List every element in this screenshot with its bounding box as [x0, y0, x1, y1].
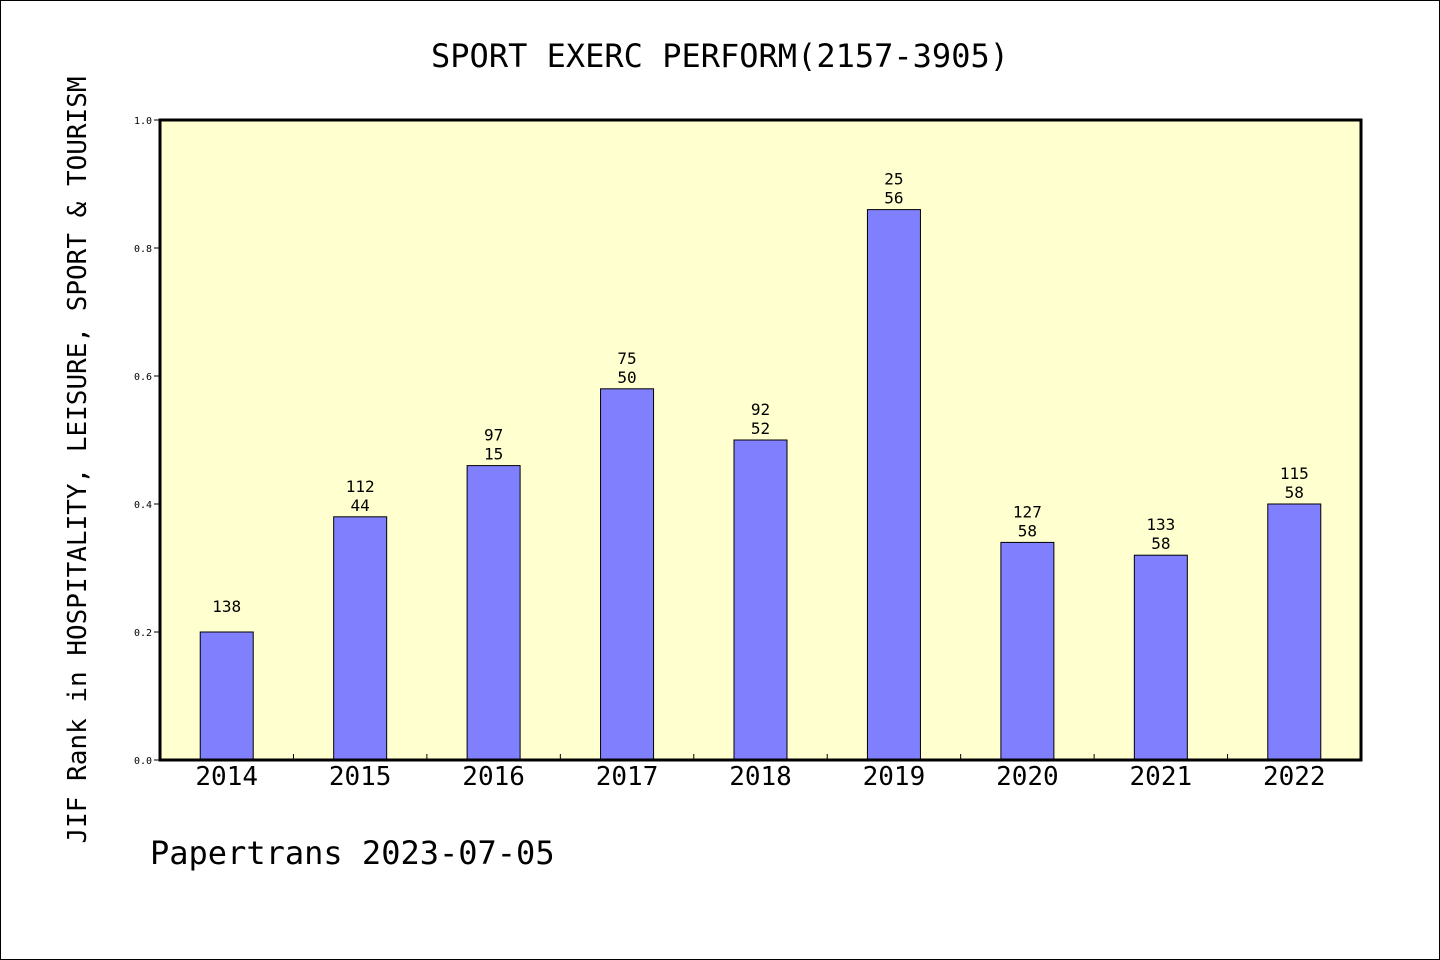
bar-2019: [866, 209, 921, 761]
data-label-bottom: 58: [1285, 483, 1304, 502]
data-label-top: 97: [484, 426, 503, 445]
data-label-top: 112: [346, 477, 375, 496]
data-label-bottom: 44: [351, 496, 370, 515]
data-label-bottom: 52: [751, 419, 770, 438]
data-label-bottom: 58: [1018, 521, 1037, 540]
y-tick-label: 1.0: [134, 116, 152, 127]
data-label-top: 92: [751, 400, 770, 419]
data-label-bottom: 50: [617, 368, 636, 387]
bar-2018: [733, 439, 788, 761]
bar-2020: [1000, 541, 1055, 761]
y-tick-label: 0.0: [134, 756, 152, 767]
y-tick-label: 0.6: [134, 372, 152, 383]
y-tick-label: 0.8: [134, 244, 152, 255]
x-tick-label: 2017: [596, 762, 659, 792]
data-label-top: 138: [212, 597, 241, 616]
bar-2015: [333, 516, 388, 761]
bar-2017: [600, 388, 655, 761]
data-label-bottom: 56: [884, 189, 903, 208]
plot-border: [158, 118, 1363, 762]
footer-note: Papertrans 2023-07-05: [150, 834, 555, 872]
data-label-top: 25: [884, 170, 903, 189]
y-axis: 0.0 0.2 0.4 0.6 0.8 1.0: [134, 116, 160, 767]
data-label-bottom: 58: [1151, 534, 1170, 553]
x-tick-label: 2018: [729, 762, 792, 792]
y-tick-label: 0.4: [134, 500, 152, 511]
x-tick-label: 2020: [996, 762, 1059, 792]
bar-2021: [1133, 554, 1188, 761]
bars: [199, 209, 1322, 761]
data-label-top: 133: [1146, 515, 1175, 534]
y-tick-label: 0.2: [134, 628, 152, 639]
x-tick-label: 2015: [329, 762, 392, 792]
x-tick-label: 2016: [462, 762, 525, 792]
x-tick-label: 2019: [863, 762, 926, 792]
data-label-top: 75: [617, 349, 636, 368]
bar-2014: [199, 631, 254, 761]
x-tick-label: 2021: [1130, 762, 1193, 792]
data-label-bottom: 15: [484, 445, 503, 464]
y-axis-label: JIF Rank in HOSPITALITY, LEISURE, SPORT …: [63, 76, 93, 843]
bar-2016: [466, 465, 521, 761]
x-axis: 2014 2015 2016 2017 2018 2019 2020 2021 2022: [195, 754, 1326, 792]
x-tick-label: 2014: [195, 762, 258, 792]
x-tick-label: 2022: [1263, 762, 1326, 792]
bar-2022: [1267, 503, 1322, 761]
chart-title: SPORT EXERC PERFORM(2157-3905): [431, 37, 1009, 75]
data-label-top: 127: [1013, 502, 1042, 521]
data-label-top: 115: [1280, 464, 1309, 483]
